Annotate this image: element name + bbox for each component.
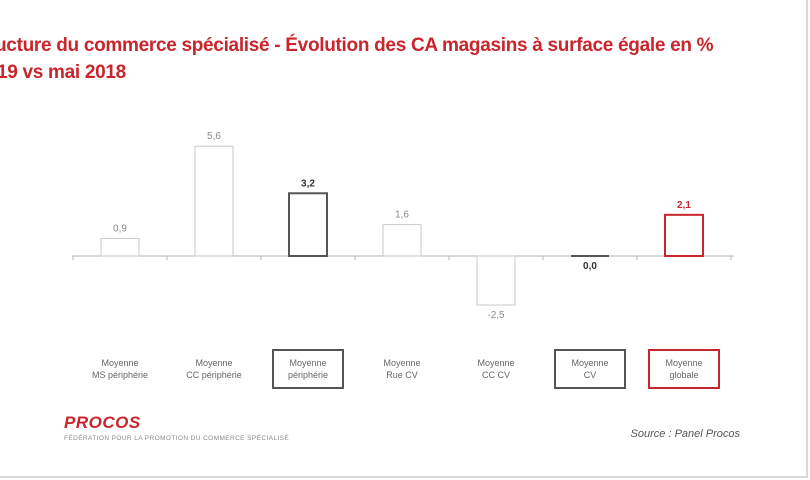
data-label: 2,1 <box>677 200 691 211</box>
data-label: 1,6 <box>395 210 409 221</box>
bar <box>571 255 609 257</box>
bar <box>288 192 328 257</box>
category-label: Moyenne CV <box>554 349 626 389</box>
category-label: Moyenne globale <box>648 349 720 389</box>
bar <box>476 255 516 306</box>
chart-title: ucture du commerce spécialisé - Évolutio… <box>0 32 805 86</box>
category-label: Moyenne Rue CV <box>383 358 421 380</box>
category-label: Moyenne CC CV <box>477 358 515 380</box>
bar <box>100 237 140 257</box>
procos-logo: PROCOS <box>64 413 141 432</box>
bar <box>382 224 422 257</box>
data-label: -2,5 <box>487 310 505 321</box>
chart-title-line-2: 19 vs mai 2018 <box>0 62 126 83</box>
category-label: Moyenne CC périphérie <box>186 358 242 380</box>
data-label: 5,6 <box>207 131 221 142</box>
data-label: 0,9 <box>113 223 127 234</box>
bar <box>194 145 234 257</box>
data-label: 0,0 <box>583 261 597 272</box>
procos-logo-subtitle: FÉDÉRATION POUR LA PROMOTION DU COMMERCE… <box>64 435 290 442</box>
data-label: 3,2 <box>301 178 315 189</box>
category-label: Moyenne périphérie <box>272 349 344 389</box>
source-note: Source : Panel Procos <box>630 428 740 440</box>
category-label: Moyenne MS périphérie <box>91 358 149 380</box>
bar-chart: 0,9 5,6 3,2 1,6 -2,5 0,0 2,1 <box>72 131 734 321</box>
chart-title-line-1: ucture du commerce spécialisé - Évolutio… <box>0 35 714 56</box>
bar <box>664 213 704 257</box>
